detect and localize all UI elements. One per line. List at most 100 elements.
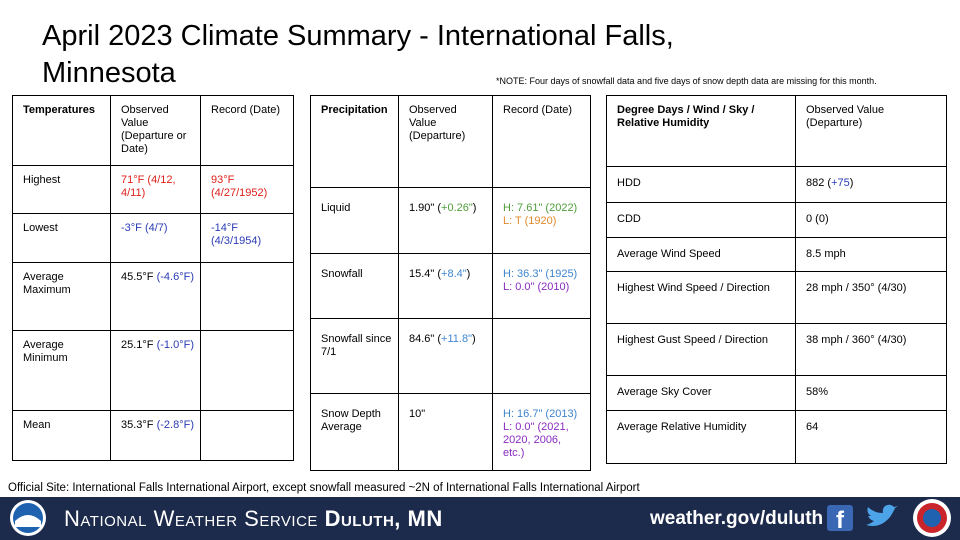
table-row: Snow Depth Average 10" H: 16.7" (2013) L: 0… <box>310 393 591 471</box>
text-run: -3°F (4/7) <box>121 222 168 234</box>
svg-text:f: f <box>836 507 845 534</box>
header-cell: Temperatures <box>12 95 111 166</box>
cell: H: 16.7" (2013) L: 0.0" (2021, 2020, 2006… <box>492 393 591 471</box>
header-row: Degree Days / Wind / Sky / Relative Humi… <box>606 95 947 167</box>
cell <box>200 330 294 411</box>
cell: 15.4" (+8.4") <box>398 253 493 319</box>
header-cell: Observed Value (Departure) <box>398 95 493 188</box>
text-run: 35.3°F <box>121 419 157 431</box>
cell: 93°F (4/27/1952) <box>200 165 294 214</box>
agency: National Weather Service <box>64 506 318 531</box>
text-run: 1.90" ( <box>409 202 442 214</box>
text-run: 93°F (4/27/1952) <box>211 174 268 199</box>
text-line: L: 0.0" (2021, 2020, 2006, etc.) <box>503 421 569 459</box>
cell: Snowfall <box>310 253 399 319</box>
cell: 882 (+75) <box>795 166 947 203</box>
title: April 2023 Climate Summary - Internation… <box>42 20 674 89</box>
cell: Liquid <box>310 187 399 254</box>
cell: 0 (0) <box>795 202 947 238</box>
cell: Average Sky Cover <box>606 375 796 411</box>
cell: 64 <box>795 410 947 464</box>
cell: 35.3°F (-2.8°F) <box>110 410 201 461</box>
text-run: ) <box>471 333 476 345</box>
cell <box>200 410 294 461</box>
table-row: Liquid 1.90" (+0.26") H: 7.61" (2022) L: T … <box>310 187 591 254</box>
footer-graphics: f <box>10 499 951 537</box>
table-row: Average Relative Humidity 64 <box>606 410 947 464</box>
text-run: (-1.0°F) <box>156 339 194 351</box>
text-run: (-4.6°F) <box>156 271 194 283</box>
cell: Average Maximum <box>12 262 111 331</box>
cell: H: 7.61" (2022) L: T (1920) <box>492 187 591 254</box>
text-run: 15.4" ( <box>409 268 442 280</box>
text-line: L: 0.0" (2010) <box>503 281 570 293</box>
header-row: Precipitation Observed Value (Departure) R… <box>310 95 591 188</box>
table-row: Snowfall 15.4" (+8.4") H: 36.3" (1925) L: 0… <box>310 253 591 319</box>
header-cell: Precipitation <box>310 95 399 188</box>
text-line: L: T (1920) <box>503 215 557 227</box>
header-cell: Observed Value (Departure) <box>795 95 947 167</box>
table: Degree Days / Wind / Sky / Relative Humi… <box>606 95 947 464</box>
cell: H: 36.3" (1925) L: 0.0" (2010) <box>492 253 591 319</box>
table-row: CDD 0 (0) <box>606 202 947 238</box>
cell: Highest Wind Speed / Direction <box>606 271 796 324</box>
cell: -14°F (4/3/1954) <box>200 213 294 263</box>
cell: Average Wind Speed <box>606 237 796 272</box>
text-run: 84.6" ( <box>409 333 442 345</box>
text-run: ) <box>472 202 477 214</box>
cell: 71°F (4/12, 4/11) <box>110 165 201 214</box>
cell: 45.5°F (-4.6°F) <box>110 262 201 331</box>
header-cell: Record (Date) <box>492 95 591 188</box>
text-line: H: 16.7" (2013) <box>503 408 578 420</box>
table-row: Average Wind Speed 8.5 mph <box>606 237 947 272</box>
text-run: +11.8" <box>441 333 472 345</box>
header-row: Temperatures Observed Value (Departure or… <box>12 95 294 166</box>
cell: HDD <box>606 166 796 203</box>
table-row: Average Minimum 25.1°F (-1.0°F) <box>12 330 294 411</box>
cell: 58% <box>795 375 947 411</box>
header-cell: Record (Date) <box>200 95 294 166</box>
text-run: +75 <box>831 177 850 189</box>
table-row: Average Maximum 45.5°F (-4.6°F) <box>12 262 294 331</box>
table-row: Mean 35.3°F (-2.8°F) <box>12 410 294 461</box>
text-run: (-2.8°F) <box>156 419 194 431</box>
text-line: H: 36.3" (1925) <box>503 268 578 280</box>
text-run: 25.1°F <box>121 339 157 351</box>
table: Temperatures Observed Value (Departure or… <box>12 95 294 461</box>
cell: Average Minimum <box>12 330 111 411</box>
footer-bar: f National Weather Service Duluth, MN we… <box>0 497 960 540</box>
table-row: Highest Gust Speed / Direction 38 mph / 3… <box>606 323 947 376</box>
text-run: -14°F (4/3/1954) <box>211 222 262 247</box>
cell: 38 mph / 360° (4/30) <box>795 323 947 376</box>
cell: 25.1°F (-1.0°F) <box>110 330 201 411</box>
cell: 10" <box>398 393 493 471</box>
office: Duluth, MN <box>324 506 443 531</box>
site-note: Official Site: International Falls Inter… <box>8 482 640 494</box>
cell: 1.90" (+0.26") <box>398 187 493 254</box>
text-run: ) <box>466 268 471 280</box>
table: Precipitation Observed Value (Departure) R… <box>310 95 591 471</box>
cell: Mean <box>12 410 111 461</box>
text-run: 71°F (4/12, 4/11) <box>121 174 176 199</box>
cell: Lowest <box>12 213 111 263</box>
text-run: +0.26" <box>441 202 473 214</box>
text-run: 882 ( <box>806 177 832 189</box>
cell: Highest Gust Speed / Direction <box>606 323 796 376</box>
url[interactable]: weather.gov/duluth <box>650 508 824 529</box>
cell: -3°F (4/7) <box>110 213 201 263</box>
text-run: ) <box>849 177 854 189</box>
cell: 8.5 mph <box>795 237 947 272</box>
cell <box>492 318 591 394</box>
table-row: Highest Wind Speed / Direction 28 mph / 3… <box>606 271 947 324</box>
cell: Average Relative Humidity <box>606 410 796 464</box>
table-row: Highest 71°F (4/12, 4/11) 93°F (4/27/1952) <box>12 165 294 214</box>
cell: 84.6" (+11.8") <box>398 318 493 394</box>
cell <box>200 262 294 331</box>
text-run: +8.4" <box>441 268 467 280</box>
cell: Snow Depth Average <box>310 393 399 471</box>
cell: Highest <box>12 165 111 214</box>
cell: 28 mph / 350° (4/30) <box>795 271 947 324</box>
header-cell: Degree Days / Wind / Sky / Relative Humi… <box>606 95 796 167</box>
agency-line: National Weather Service Duluth, MN <box>64 506 443 532</box>
